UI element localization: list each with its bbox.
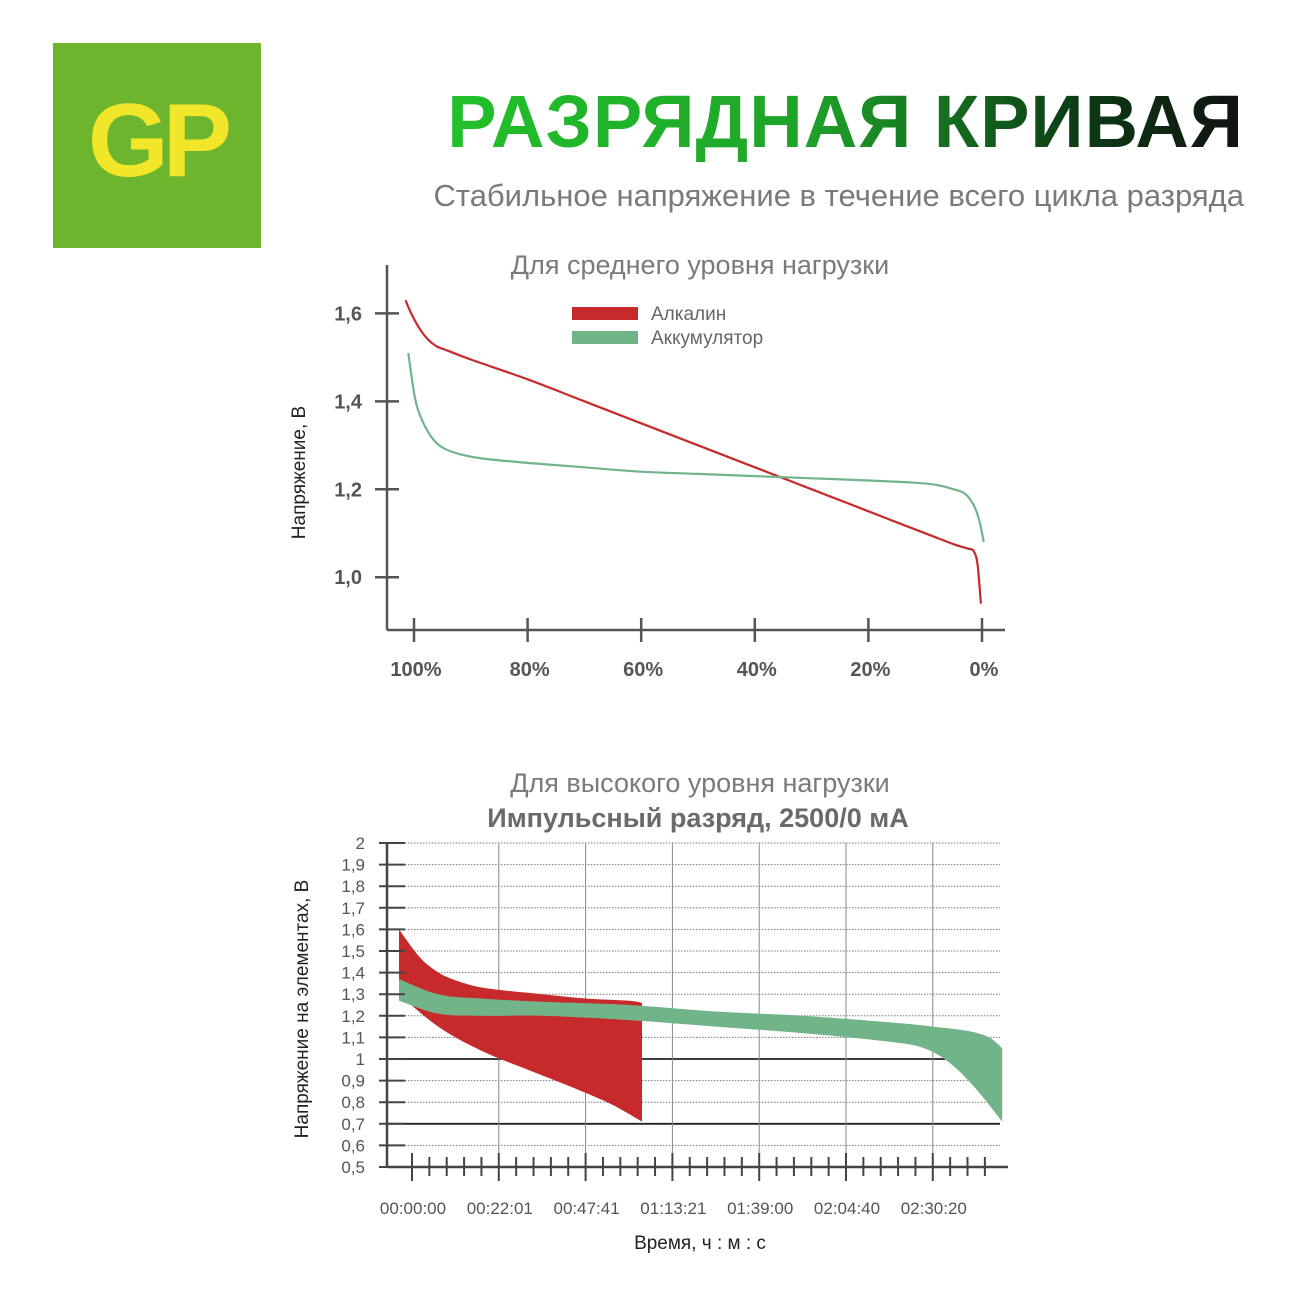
chart2-y-tick-label: 0,8 — [341, 1093, 365, 1112]
chart2-y-tick-label: 1,7 — [341, 899, 365, 918]
chart2-x-tick-label: 00:47:41 — [554, 1199, 620, 1218]
chart1-y-tick-label: 1,6 — [334, 303, 362, 325]
chart2-y-tick-label: 1,9 — [341, 856, 365, 875]
chart2-band-rechargeable — [399, 979, 1003, 1122]
chart2-subtitle: Импульсный разряд, 2500/0 мА — [487, 803, 908, 833]
chart1-y-tick-label: 1,0 — [334, 567, 362, 589]
gp-logo: GP — [53, 43, 261, 248]
chart2-y-tick-label: 1 — [356, 1050, 365, 1069]
chart2-x-tick-label: 02:30:20 — [901, 1199, 967, 1218]
chart1-y-tick-label: 1,2 — [334, 479, 362, 501]
chart2-y-tick-label: 1,8 — [341, 877, 365, 896]
chart2-y-tick-label: 1,5 — [341, 942, 365, 961]
chart2-x-tick-label: 00:22:01 — [467, 1199, 533, 1218]
chart2-y-tick-label: 0,5 — [341, 1158, 365, 1177]
chart2-y-tick-label: 0,7 — [341, 1115, 365, 1134]
chart1-series-line-alkaline — [404, 299, 982, 604]
chart1-legend-label: Аккумулятор — [651, 328, 763, 349]
chart1-x-tick-label: 80% — [510, 659, 550, 681]
chart2-y-tick-label: 1,4 — [341, 964, 365, 983]
gp-logo-text: GP — [87, 83, 232, 199]
chart1-x-tick-label: 0% — [970, 659, 999, 681]
medium-load-chart: Для среднего уровня нагрузки 1,0 1,2 1,4 1,6… — [289, 250, 1005, 681]
chart1-x-tick-label: 60% — [623, 659, 663, 681]
chart1-y-axis-label: Напряжение, В — [289, 406, 310, 539]
chart2-y-tick-label: 0,9 — [341, 1072, 365, 1091]
chart2-y-tick-label: 0,6 — [341, 1136, 365, 1155]
chart2-y-tick-label: 1,3 — [341, 985, 365, 1004]
chart2-x-tick-label: 01:39:00 — [727, 1199, 793, 1218]
chart2-band-alkaline — [399, 929, 642, 1122]
chart1-legend-label: Алкалин — [651, 304, 726, 325]
chart1-legend-swatch — [572, 331, 638, 344]
chart2-x-tick-label: 02:04:40 — [814, 1199, 880, 1218]
page-title: РАЗРЯДНАЯ КРИВАЯ — [447, 80, 1244, 163]
chart2-y-tick-label: 1,6 — [341, 920, 365, 939]
chart1-series-line-rechargeable — [407, 352, 985, 543]
chart2-x-tick-label: 01:13:21 — [640, 1199, 706, 1218]
chart1-x-tick-label: 100% — [390, 659, 441, 681]
chart1-x-tick-label: 20% — [850, 659, 890, 681]
chart2-x-tick-label: 00:00:00 — [380, 1199, 446, 1218]
chart1-title: Для среднего уровня нагрузки — [511, 250, 889, 280]
chart2-y-tick-label: 1,2 — [341, 1007, 365, 1026]
page-subtitle: Стабильное напряжение в течение всего ци… — [433, 178, 1244, 213]
chart2-y-tick-label: 2 — [356, 834, 365, 853]
chart2-title: Для высокого уровня нагрузки — [510, 768, 890, 798]
chart1-y-tick-label: 1,4 — [334, 391, 363, 413]
chart2-x-axis-label: Время, ч : м : с — [634, 1233, 766, 1254]
chart2-y-tick-label: 1,1 — [341, 1028, 365, 1047]
chart2-y-axis-label: Напряжение на элементах, В — [292, 880, 313, 1139]
high-load-chart: Для высокого уровня нагрузки Импульсный р… — [292, 768, 1008, 1254]
chart1-x-tick-label: 40% — [737, 659, 777, 681]
chart1-legend-swatch — [572, 307, 638, 320]
